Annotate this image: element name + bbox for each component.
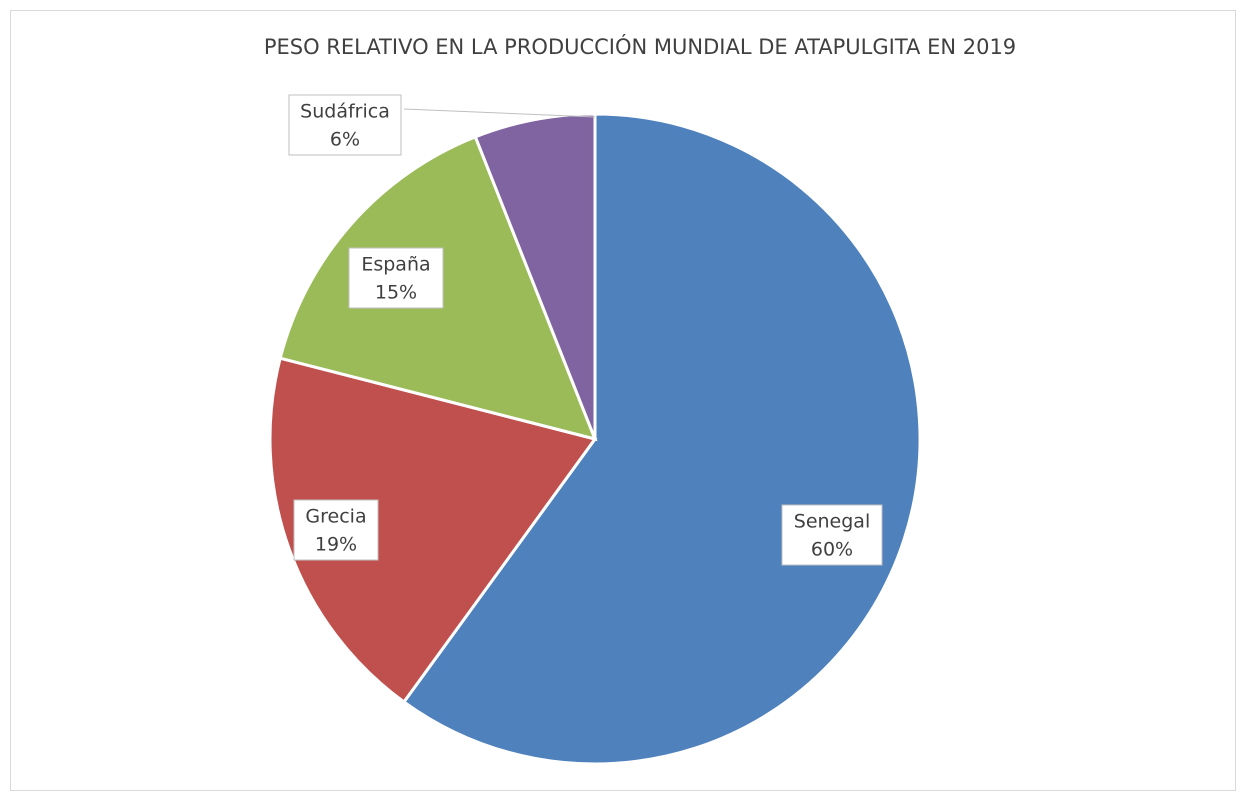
pie-slice [401, 112, 922, 766]
pie-slice [268, 356, 598, 705]
pie-slice [473, 112, 597, 440]
data-label-name: Grecia [305, 506, 366, 528]
data-label-value: 19% [315, 534, 357, 556]
label-box [348, 247, 444, 309]
leader-line [403, 108, 596, 118]
label-box [781, 504, 883, 566]
data-label-value: 15% [375, 282, 417, 304]
label-box [293, 499, 379, 561]
data-label-name: España [361, 254, 430, 276]
data-label-value: 6% [330, 129, 360, 151]
data-label-value: 60% [811, 539, 853, 561]
data-label-name: Senegal [794, 511, 870, 533]
data-label-name: Sudáfrica [300, 101, 390, 123]
label-box [288, 94, 402, 156]
chart-title: PESO RELATIVO EN LA PRODUCCIÓN MUNDIAL D… [264, 34, 1016, 59]
